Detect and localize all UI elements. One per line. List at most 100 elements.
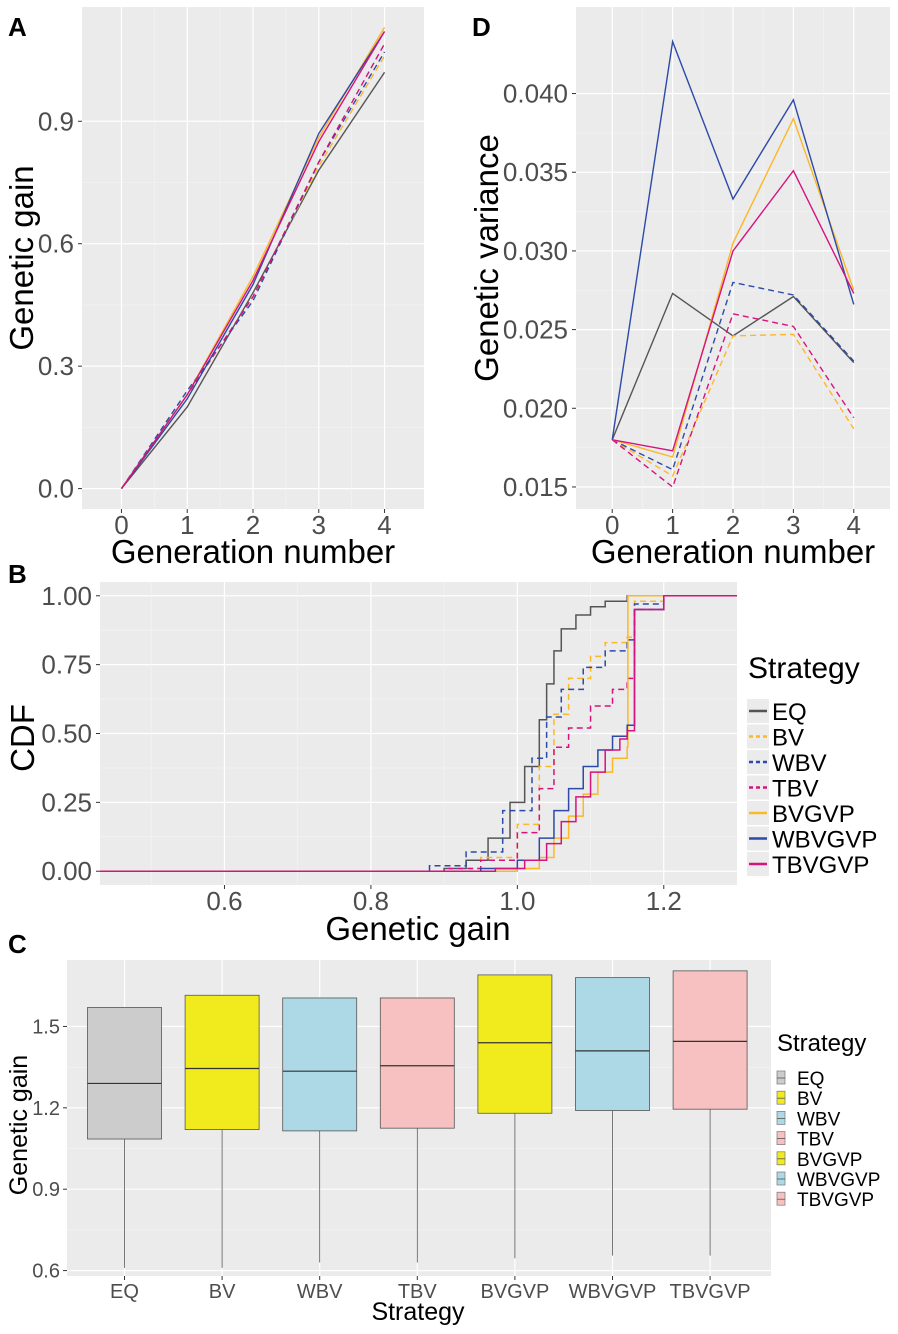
series-line-wbvgvp (120, 31, 386, 490)
x-tick-label: 3 (786, 510, 800, 540)
series-line-wbv (120, 51, 386, 489)
panel-c-y-axis-title: Genetic gain (5, 1055, 33, 1195)
y-tick-label: 0.9 (32, 1179, 60, 1201)
series-line-bvgvp (612, 116, 855, 458)
x-tick-label: BV (209, 1281, 236, 1303)
y-tick-label: 0.025 (503, 315, 568, 345)
legend-swatch-wbvgvp (776, 1171, 786, 1186)
panel-label-a: A (8, 12, 27, 42)
panel-d-y-ticks: 0.015 0.020 0.025 0.030 0.035 0.040 (503, 79, 576, 502)
legend-swatch-tbv (776, 1131, 786, 1145)
panel-b-series (100, 595, 737, 872)
series-line-wbvgvp (611, 38, 855, 440)
y-tick-label: 0.0 (38, 474, 74, 504)
panel-c-x-ticks: EQ BV WBV TBV BVGVP WBVGVP TBVGVP (110, 1276, 751, 1303)
panel-d-series (611, 38, 855, 489)
panel-b-y-ticks: 0.00 0.25 0.50 0.75 1.00 (41, 581, 100, 886)
x-tick-label: WBV (297, 1281, 343, 1303)
series-line-eq (120, 71, 386, 490)
y-tick-label: 0.75 (41, 650, 92, 680)
series-line-wbv (611, 281, 855, 471)
legend-label-tbv: TBV (772, 776, 819, 803)
box-wbvgvp (575, 977, 650, 1111)
panel-b-y-axis-title: CDF (4, 704, 41, 772)
x-tick-label: 3 (312, 510, 326, 540)
y-tick-label: 1.00 (41, 581, 92, 611)
series-line-tbv (611, 313, 855, 489)
box-bv (184, 994, 260, 1130)
legend-label-bv: BV (797, 1089, 823, 1110)
y-tick-label: 0.030 (503, 236, 568, 266)
legend-label-wbv: WBV (797, 1109, 841, 1130)
panel-b-x-axis-title: Genetic gain (325, 910, 510, 947)
panel-d-gridlines (576, 7, 890, 509)
y-tick-label: 0.3 (38, 351, 74, 381)
y-tick-label: 0.9 (38, 106, 74, 136)
panel-d-chart: 0.015 0.020 0.025 0.030 0.035 0.040 0 1 2 3 4 Gen… (468, 7, 890, 570)
series-line-bv (611, 333, 855, 477)
box-bvgvp (477, 974, 553, 1114)
legend-swatch-wbv (776, 1111, 786, 1125)
x-tick-label: 0.8 (353, 886, 389, 916)
legend-swatch-tbvgvp (776, 1191, 786, 1206)
box-eq (87, 1007, 162, 1140)
panel-c-chart: 0.60.91.21.5 EQ BV WBV TBV BVGVP WBVGVP TBVGVP… (5, 960, 880, 1326)
panel-c-y-ticks: 0.6 0.9 1.2 1.5 (32, 1016, 67, 1283)
legend-label-bv: BV (772, 725, 804, 752)
panel-a-y-axis-title: Genetic gain (3, 165, 40, 350)
x-tick-label: 0.6 (206, 886, 242, 916)
panel-a-x-axis-title: Generation number (111, 533, 395, 570)
box-tbvgvp (672, 970, 748, 1110)
panel-d-x-ticks: 0 1 2 3 4 (605, 509, 861, 540)
y-tick-label: 1.5 (32, 1016, 60, 1038)
panel-b-x-ticks: 0.6 0.8 1.0 1.2 (206, 885, 682, 916)
x-tick-label: TBVGVP (670, 1281, 751, 1303)
panel-b-legend-title: Strategy (748, 652, 860, 685)
legend-swatch-bv (776, 1090, 786, 1105)
panel-label-c: C (8, 929, 27, 959)
x-tick-label: 1 (180, 510, 194, 540)
y-tick-label: 0.035 (503, 157, 568, 187)
x-tick-label: 1.2 (646, 886, 682, 916)
x-tick-label: 2 (246, 510, 260, 540)
x-tick-label: EQ (110, 1281, 139, 1303)
y-tick-label: 0.015 (503, 472, 568, 502)
legend-label-eq: EQ (797, 1069, 824, 1090)
series-line-tbvgvp (612, 169, 855, 452)
box-wbv (282, 997, 358, 1132)
legend-label-wbvgvp: WBVGVP (797, 1170, 880, 1191)
x-tick-label: 0 (605, 510, 619, 540)
panel-c-legend-title: Strategy (777, 1030, 866, 1057)
panel-b-chart: 0.00 0.25 0.50 0.75 1.00 0.6 0.8 1.0 1.2 Geneti… (4, 581, 890, 947)
legend-swatch-bvgvp (776, 1151, 786, 1166)
y-tick-label: 0.00 (41, 856, 92, 886)
cdf-line-tbvgvp (100, 595, 737, 872)
y-tick-label: 0.25 (41, 787, 92, 817)
panel-d-y-axis-title: Genetic variance (468, 134, 505, 382)
x-tick-label: 0 (114, 510, 128, 540)
legend-label-bvgvp: BVGVP (772, 801, 855, 828)
y-tick-label: 0.50 (41, 719, 92, 749)
x-tick-label: 4 (847, 510, 861, 540)
panel-label-d: D (472, 12, 491, 42)
legend-label-wbvgvp: WBVGVP (772, 827, 877, 854)
panel-a-x-ticks: 0 1 2 3 4 (114, 509, 392, 540)
x-tick-label: BVGVP (480, 1281, 549, 1303)
legend-swatch-eq (776, 1070, 786, 1085)
y-tick-label: 0.6 (38, 229, 74, 259)
panel-a-y-ticks: 0.0 0.3 0.6 0.9 (38, 106, 82, 504)
series-line-tbvgvp (120, 31, 386, 489)
legend-label-wbv: WBV (772, 750, 827, 777)
legend-label-tbv: TBV (797, 1130, 834, 1151)
legend-label-bvgvp: BVGVP (797, 1150, 862, 1171)
x-tick-label: 4 (377, 510, 391, 540)
panel-d-x-axis-title: Generation number (591, 533, 875, 570)
series-line-tbv (120, 43, 386, 489)
panel-c-boxes (87, 970, 748, 1268)
x-tick-label: WBVGVP (569, 1281, 657, 1303)
y-tick-label: 0.020 (503, 393, 568, 423)
